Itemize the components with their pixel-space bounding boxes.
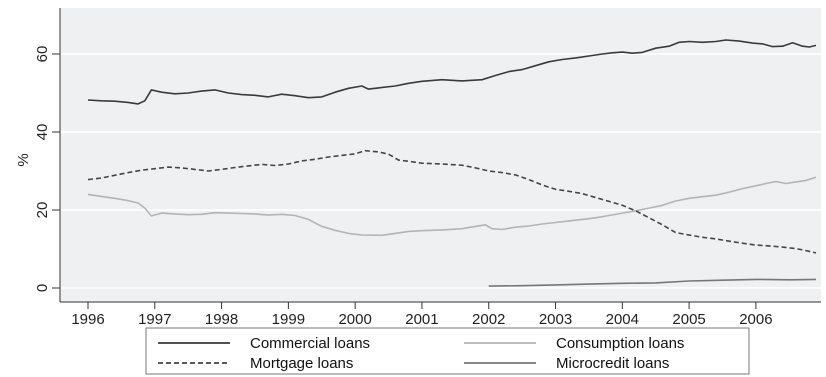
series-line-commercial-loans (87, 39, 817, 105)
y-tick-label: 60 (34, 46, 51, 63)
x-tick-label: 2005 (672, 311, 705, 328)
x-tick-label: 2004 (606, 311, 639, 328)
series-line-consumption-loans (87, 176, 817, 237)
x-tick-label: 1996 (71, 311, 104, 328)
x-tick-label: 2003 (539, 311, 572, 328)
legend-label: Commercial loans (250, 335, 370, 352)
legend-label: Microcredit loans (556, 355, 669, 372)
x-tick-label: 2000 (338, 311, 371, 328)
legend: Commercial loans Consumption loans Mortgag… (145, 327, 750, 375)
y-tick-label: 20 (34, 202, 51, 219)
x-tick-label: 2006 (739, 311, 772, 328)
x-tick-label: 1998 (205, 311, 238, 328)
series-line-microcredit-loans (488, 278, 817, 287)
gridlines (60, 53, 821, 289)
legend-box (145, 327, 750, 375)
series-lines (87, 39, 817, 287)
x-tick-label: 2002 (472, 311, 505, 328)
y-tick-label: 0 (34, 284, 51, 292)
legend-label: Mortgage loans (250, 355, 353, 372)
y-tick-label: 40 (34, 124, 51, 141)
x-tick-label: 1999 (272, 311, 305, 328)
series-line-mortgage-loans (87, 149, 817, 254)
plot-area (60, 8, 821, 302)
axes: 0 20 40 60 1996 1997 1998 1999 2000 2001 2002 2003 2… (34, 8, 821, 328)
legend-label: Consumption loans (556, 335, 684, 352)
y-axis-title: % (15, 153, 32, 166)
x-tick-label: 2001 (405, 311, 438, 328)
x-tick-label: 1997 (138, 311, 171, 328)
